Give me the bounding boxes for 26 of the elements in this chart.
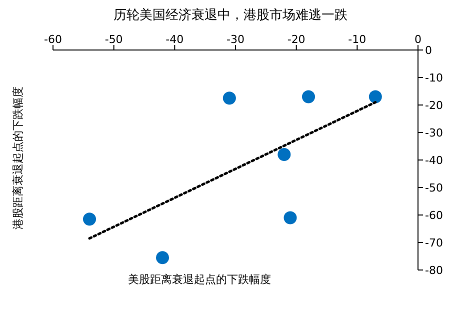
x-tick-label: -50 [104,33,123,46]
y-tick-label: -60 [425,208,443,222]
y-tick-label: -10 [425,71,443,84]
point [222,92,236,105]
x-tick-label: -20 [287,33,306,46]
x-tick-label: 0 [414,33,422,46]
point [302,90,315,104]
y-axis-title: 港股距离衰退起点的下跌幅度 [10,86,26,230]
x-tick-label: -60 [44,33,62,46]
chart-title: 历轮美国经济衰退中，港股市场难逃一跌 [112,7,348,24]
y-tick-label: -20 [425,98,443,112]
x-axis-title: 美股距离衰退起点的下跌幅度 [128,272,271,287]
y-tick-label: 0 [425,44,432,57]
y-tick-label: -70 [425,236,443,250]
point [156,251,169,264]
x-tick-label: -40 [166,33,184,46]
x-tick-label: -30 [226,33,244,46]
y-tick-label: -80 [425,264,443,277]
x-tick-label: -10 [348,33,366,46]
point [278,148,291,161]
y-tick-label: -40 [425,154,443,167]
point [83,212,96,226]
y-tick-label: -30 [425,126,443,140]
point [368,90,382,104]
point [284,211,297,224]
y-tick-label: -50 [425,181,443,194]
